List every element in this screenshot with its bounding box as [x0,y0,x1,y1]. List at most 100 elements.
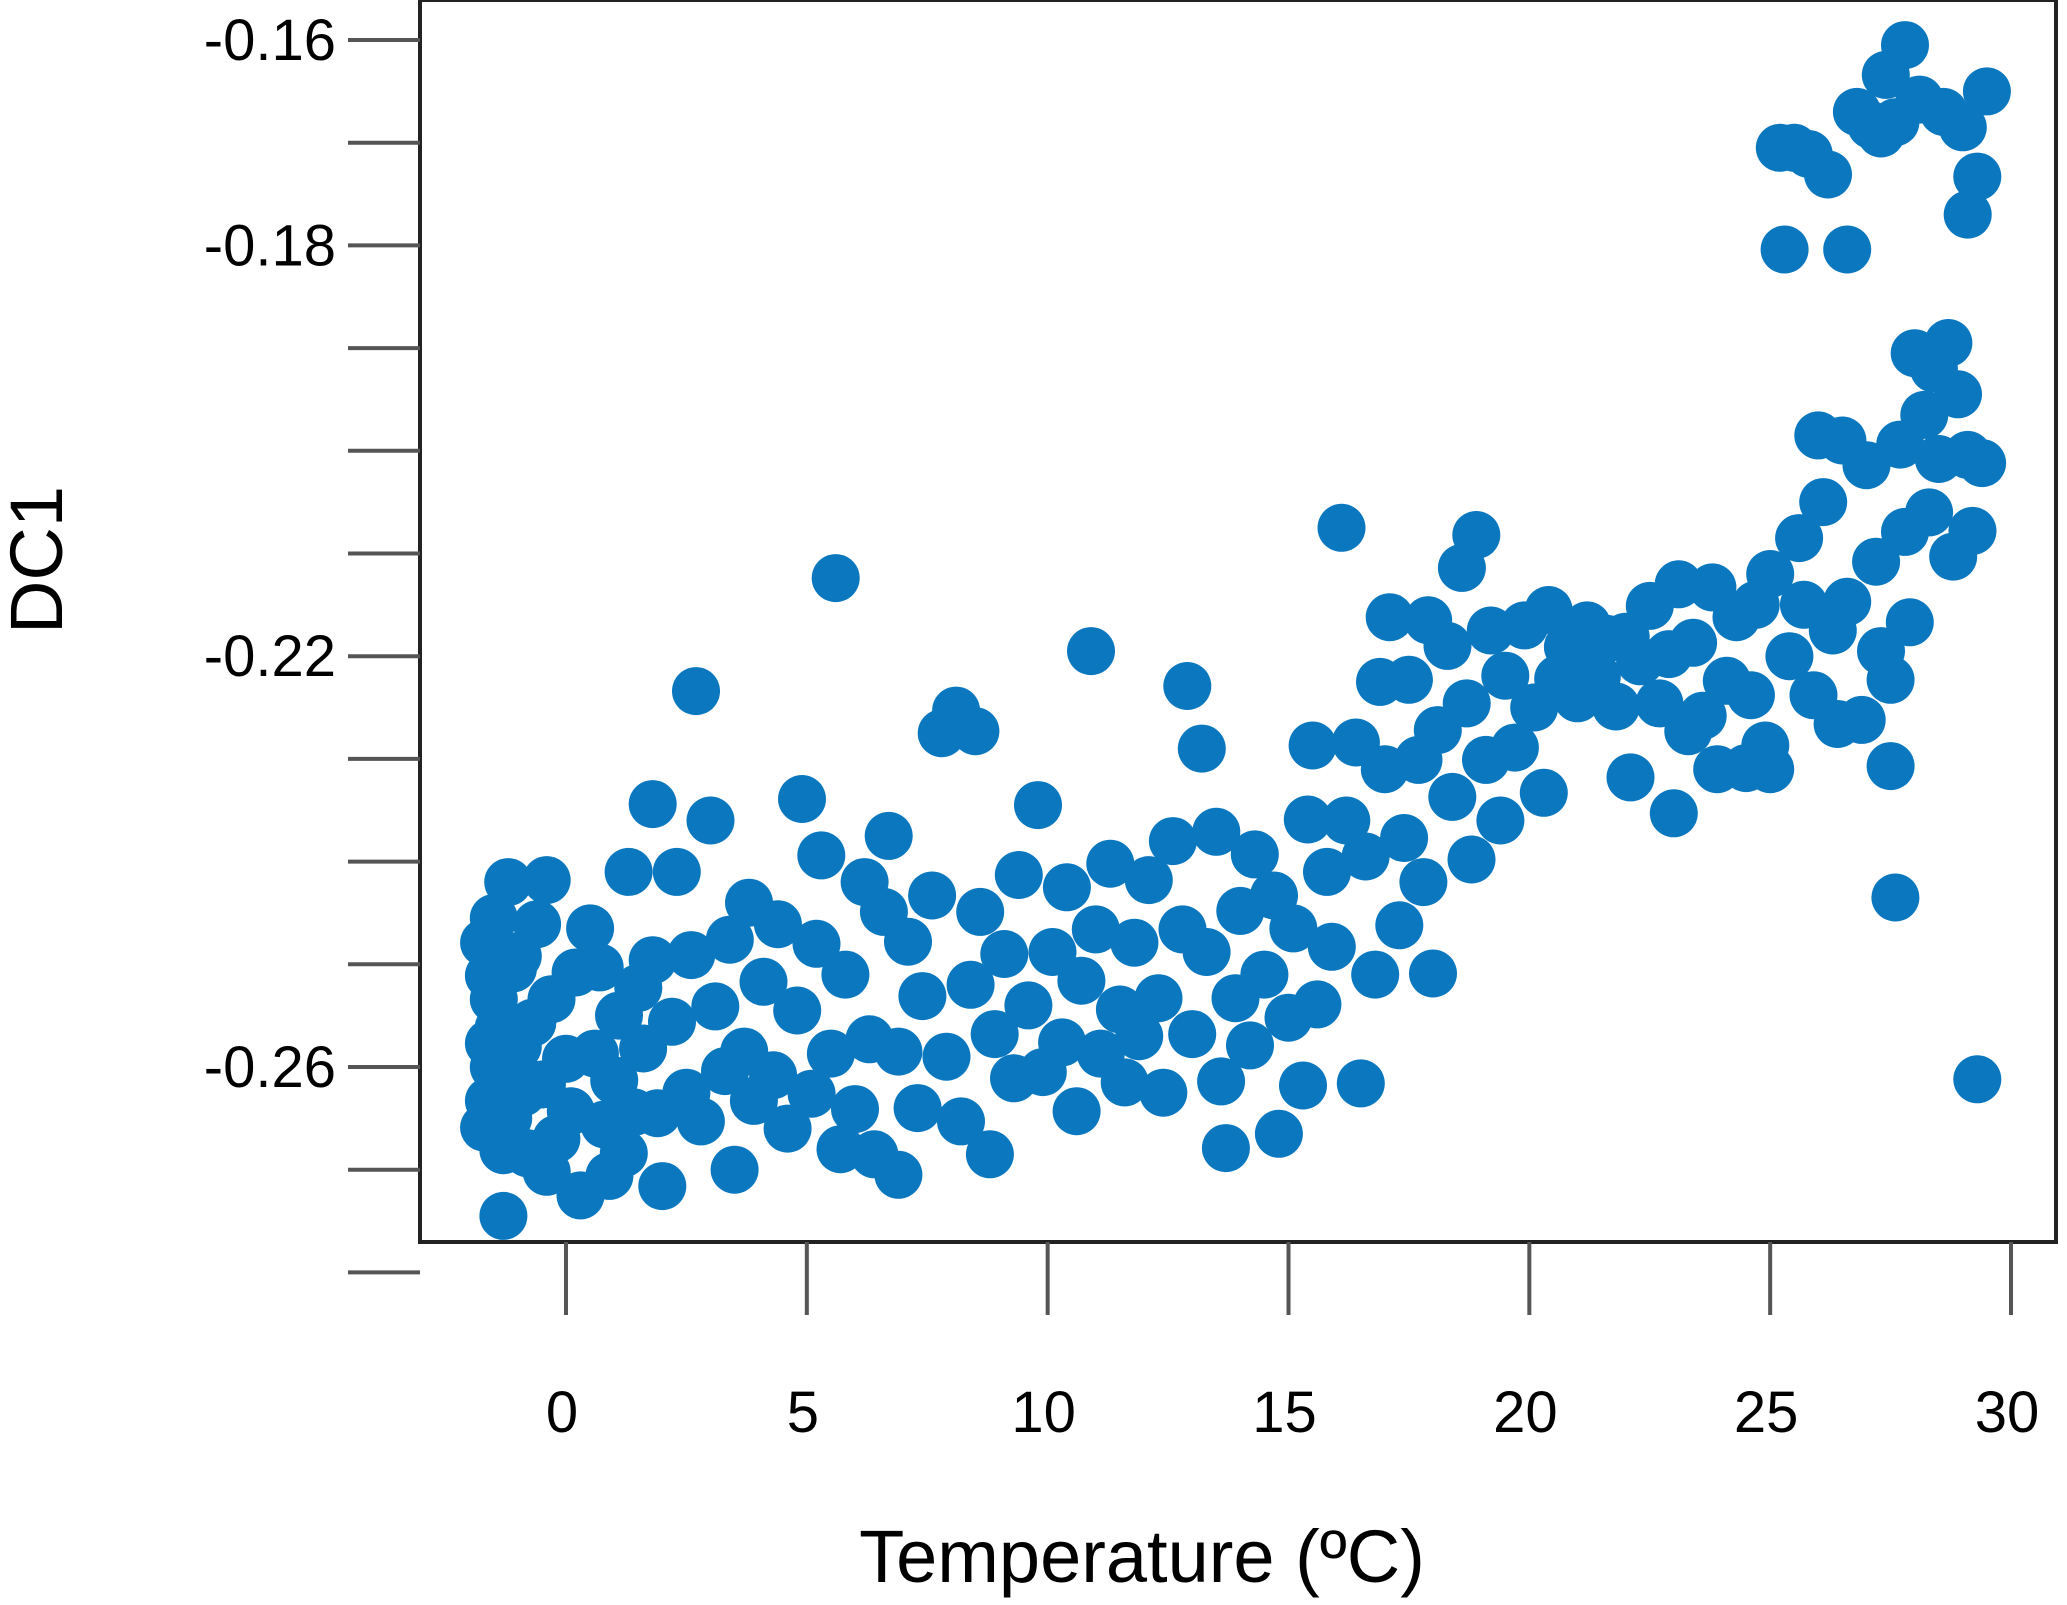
data-point [874,1150,923,1199]
data-point [1322,796,1371,845]
data-point [1052,1087,1101,1136]
data-point [874,1027,923,1076]
data-point [1519,768,1568,817]
data-point [1409,949,1457,998]
data-point [1375,901,1424,950]
data-point [1110,918,1159,967]
data-point [1866,742,1915,791]
data-point [1293,980,1342,1029]
data-point [763,1104,812,1153]
plot-frame [418,0,2058,1244]
data-point [484,858,533,907]
data-point [884,917,932,966]
data-point [1351,950,1400,999]
data-point [1852,537,1901,586]
data-point [652,847,701,896]
data-point [1303,847,1351,896]
data-point [797,831,846,880]
data-point [821,950,870,999]
data-point [522,856,571,905]
data-point [994,851,1043,899]
data-point [1678,691,1727,740]
data-point [479,1191,528,1240]
data-point [1943,190,1992,239]
data-point [1240,950,1289,999]
data-point [1254,1109,1303,1158]
data-point [667,931,716,980]
data-point [1953,152,2002,201]
data-point [1192,807,1241,856]
data-point [575,943,624,992]
x-tick-label: 25 [1734,1380,1799,1445]
data-point [1669,618,1718,667]
data-point [1038,1018,1087,1067]
data-point [1269,904,1318,953]
data-point [898,972,947,1021]
y-tick-label: -0.16 [204,8,336,73]
data-point [956,887,1005,936]
data-point [1341,832,1390,881]
data-point [1283,795,1332,844]
data-point [691,982,740,1031]
data-point [469,894,518,943]
data-point [1905,488,1954,537]
data-point [1804,150,1852,199]
data-point [1765,632,1814,681]
data-point [922,1032,971,1081]
data-point [1962,67,2011,116]
data-point [1317,503,1366,552]
data-point [811,554,860,603]
data-point [908,871,957,920]
data-point [1760,225,1809,274]
data-point [628,780,677,829]
x-tick-label: 0 [546,1380,578,1445]
data-point [792,919,841,968]
data-point [1177,724,1226,773]
y-axis: -0.16 -0.18 -0.22 -0.26 [204,8,420,1275]
x-tick-label: 5 [787,1380,819,1445]
data-point [1071,905,1120,954]
data-point [778,775,826,823]
y-tick-label: -0.26 [204,1035,336,1100]
data-point [710,1145,759,1194]
data-point [1934,370,1982,419]
x-axis: 0 5 10 15 20 25 30 [546,1242,2039,1445]
data-point [1948,506,1997,555]
data-point [672,667,720,716]
data-point [1871,873,1920,922]
data-point [638,1162,687,1211]
data-point [628,936,677,985]
data-point [806,1029,855,1078]
data-point [1606,753,1655,802]
y-axis-title: DC1 [0,486,78,634]
data-point [1958,439,2007,488]
data-point [1452,511,1501,559]
data-point [1307,922,1356,971]
data-point [705,915,754,964]
data-point [1014,781,1062,830]
data-point [787,1069,836,1118]
data-point [1924,319,1973,367]
data-point [1042,863,1091,912]
data-point [1649,789,1698,838]
data-point [946,960,995,1009]
data-point [753,900,802,949]
data-point [970,1010,1019,1059]
data-point [686,796,735,845]
data-point [1490,723,1539,772]
data-point [648,997,696,1046]
data-point [1428,772,1477,821]
data-point [1881,21,1929,70]
data-point [1182,928,1231,976]
data-point [1423,621,1472,670]
data-point [980,930,1029,978]
data-point [513,900,562,949]
data-point [965,1130,1014,1179]
data-point [937,1097,985,1146]
data-point [864,811,913,860]
data-point [1288,721,1337,770]
y-tick-label: -0.18 [204,213,336,278]
data-point [1365,593,1414,642]
data-point [1746,550,1795,598]
